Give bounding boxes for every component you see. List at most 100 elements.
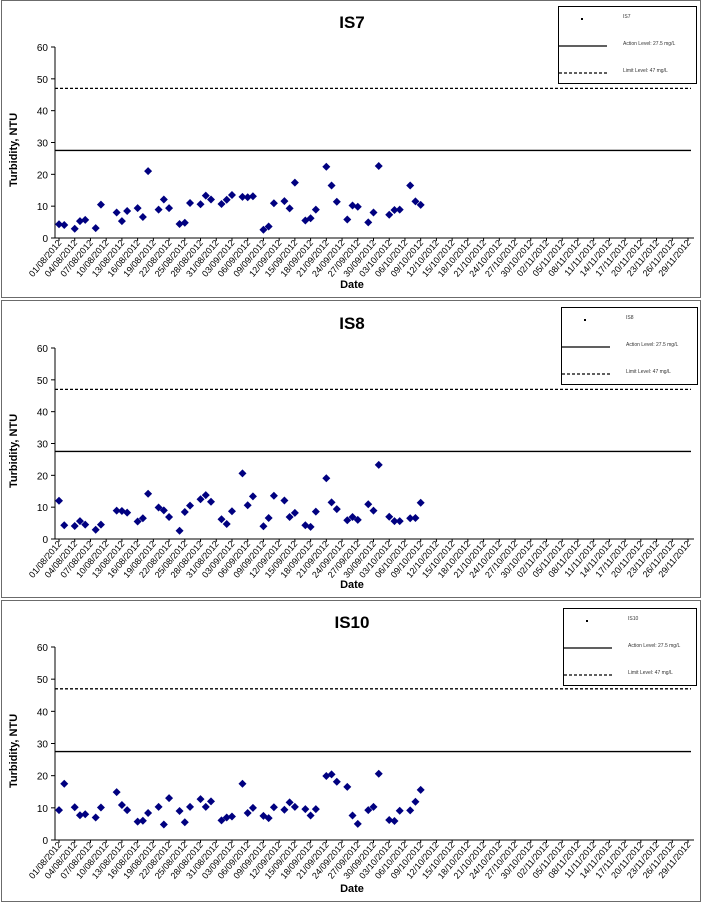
data-point (144, 167, 153, 176)
legend-item: Limit Level: 47 mg/L (564, 669, 696, 681)
legend-label: Limit Level: 47 mg/L (623, 68, 668, 74)
data-point (91, 813, 100, 822)
y-tick-label: 60 (37, 344, 49, 355)
legend-solid-line-icon (562, 346, 610, 348)
data-point (159, 506, 168, 515)
y-tick-label: 20 (37, 170, 49, 181)
data-point (332, 505, 341, 514)
data-point (385, 816, 394, 825)
y-tick-label: 30 (37, 740, 49, 751)
data-point (55, 220, 63, 229)
legend-solid-line-icon (559, 45, 607, 47)
data-point (327, 498, 336, 507)
data-point (138, 816, 147, 825)
data-point (91, 525, 100, 534)
y-tick-label: 10 (37, 503, 49, 514)
legend-marker-icon (584, 319, 586, 321)
data-point (280, 805, 289, 814)
data-point (81, 215, 90, 224)
data-point (369, 802, 378, 811)
data-point (269, 803, 278, 812)
data-point (238, 779, 247, 788)
data-point (227, 507, 236, 516)
legend-item: IS10 (564, 615, 696, 627)
data-point (390, 205, 399, 214)
data-point (133, 517, 142, 526)
data-point (96, 520, 105, 529)
data-point (243, 808, 252, 817)
data-point (306, 522, 315, 531)
data-point (91, 224, 100, 233)
data-point (217, 816, 226, 825)
data-point (154, 205, 163, 214)
data-point (311, 805, 320, 814)
data-point (406, 514, 415, 523)
data-point (390, 817, 399, 826)
legend: IS10 Action Level: 27.5 mg/L Limit Level: … (563, 608, 697, 686)
data-point (364, 500, 373, 509)
data-point (217, 515, 226, 524)
chart-panel-is10: IS10 0 10 20 30 40 50 60 01/08/2012 04/08/2012 07/… (1, 600, 701, 902)
y-tick-label: 20 (37, 772, 49, 783)
data-point (311, 507, 320, 516)
data-point (406, 181, 415, 190)
data-point (133, 204, 142, 213)
data-point (280, 496, 289, 505)
data-point (374, 769, 383, 778)
legend-dashed-line-icon (564, 674, 612, 676)
data-point (327, 181, 336, 190)
data-point (70, 521, 79, 530)
legend-label: Action Level: 27.5 mg/L (628, 643, 681, 649)
data-point (180, 818, 189, 827)
data-point (348, 811, 357, 820)
legend-item: Action Level: 27.5 mg/L (564, 642, 696, 654)
data-point (165, 794, 174, 803)
data-point (364, 218, 373, 227)
data-point (60, 779, 69, 788)
data-point (374, 162, 383, 171)
data-point (390, 517, 399, 526)
data-point (416, 498, 425, 507)
y-tick-label: 50 (37, 675, 49, 686)
data-point (264, 222, 273, 231)
data-point (264, 513, 273, 522)
data-point (248, 192, 257, 201)
data-point (201, 802, 210, 811)
data-point (369, 208, 378, 217)
y-tick-label: 60 (37, 43, 49, 54)
data-point (186, 198, 195, 207)
legend-item: Action Level: 27.5 mg/L (562, 341, 697, 353)
y-tick-label: 40 (37, 707, 49, 718)
data-point (243, 193, 252, 202)
data-point (416, 200, 425, 209)
data-point (196, 795, 205, 804)
data-point (411, 797, 420, 806)
data-point (55, 806, 63, 815)
data-point (117, 506, 126, 515)
data-point (138, 514, 147, 523)
data-point (238, 469, 247, 478)
legend-solid-line-icon (564, 647, 612, 649)
data-point (159, 195, 168, 204)
data-point (248, 803, 257, 812)
y-tick-label: 10 (37, 202, 49, 213)
legend-label: IS7 (623, 14, 631, 20)
data-point (207, 195, 216, 204)
data-point (117, 217, 126, 226)
data-point (123, 206, 132, 215)
y-tick-label: 10 (37, 804, 49, 815)
data-point (269, 491, 278, 500)
y-tick-label: 0 (42, 836, 48, 847)
legend-label: Action Level: 27.5 mg/L (623, 41, 676, 47)
data-point (343, 516, 352, 525)
data-point (374, 460, 383, 469)
data-point (311, 205, 320, 214)
y-tick-label: 50 (37, 376, 49, 387)
data-point (75, 517, 84, 526)
chart-plot-area: 010203040506001/08/201204/08/201207/08/2… (27, 344, 694, 580)
data-point (301, 805, 310, 814)
data-point (123, 806, 132, 815)
data-point (395, 517, 404, 526)
data-point (175, 526, 184, 535)
